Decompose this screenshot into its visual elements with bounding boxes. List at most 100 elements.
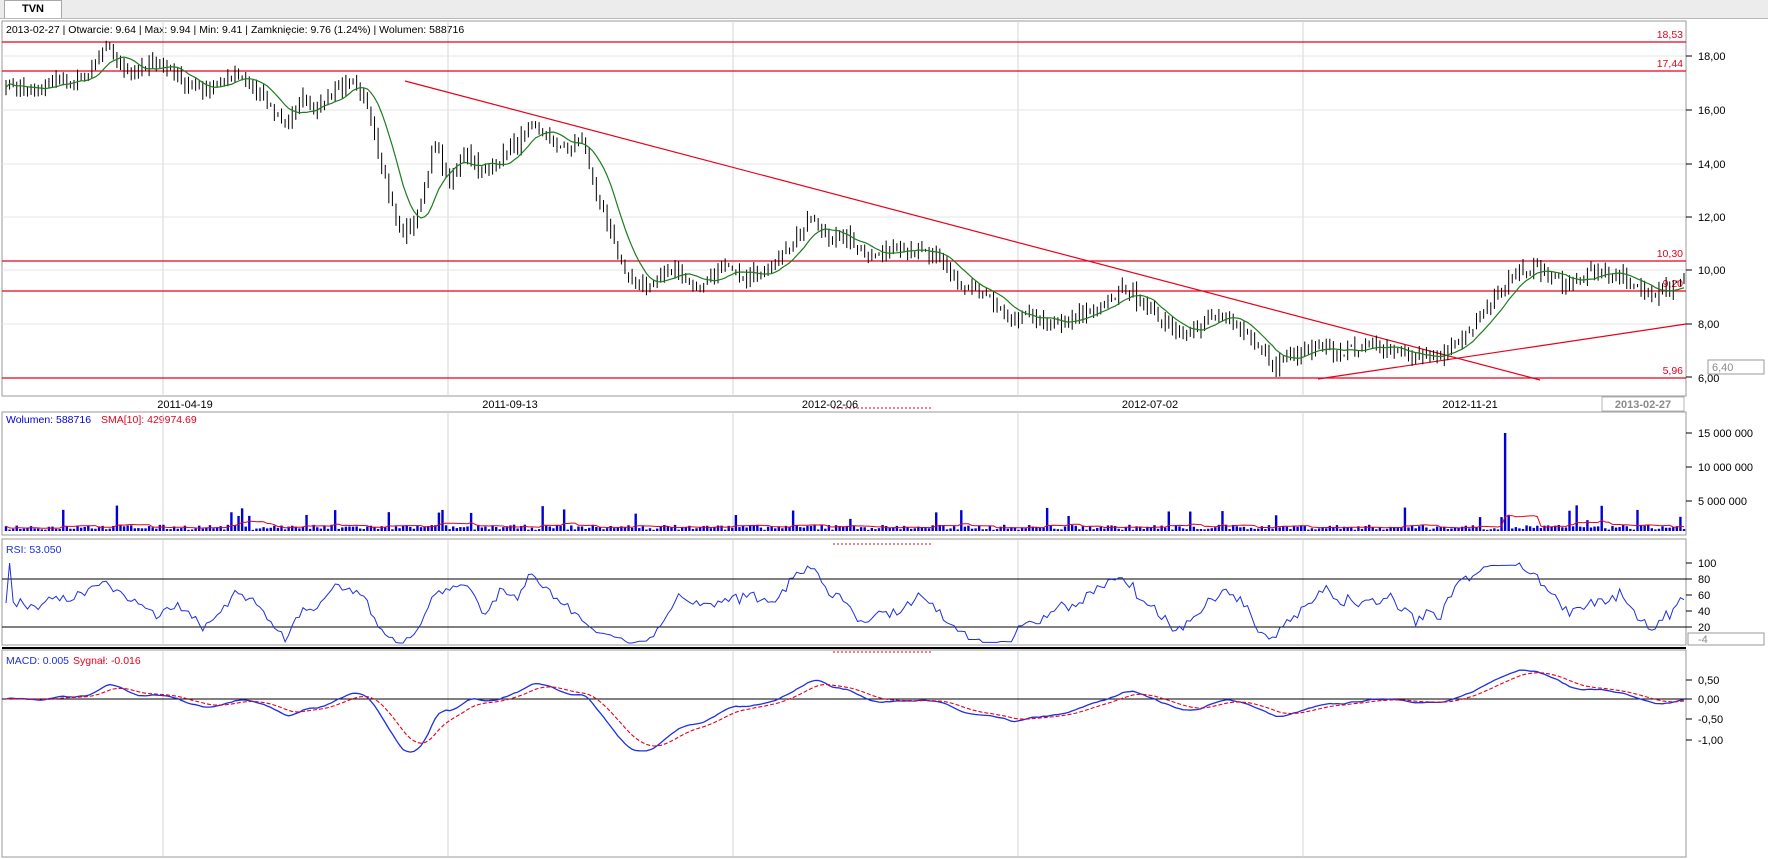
volume-bar <box>795 525 798 531</box>
volume-bar <box>108 528 111 531</box>
volume-bar <box>888 528 891 531</box>
volume-bar <box>4 526 8 531</box>
volume-bar <box>444 525 448 531</box>
volume-sma-label: SMA[10]: 429974.69 <box>101 414 197 426</box>
volume-bar <box>630 527 634 531</box>
volume-bar <box>809 525 813 531</box>
volume-bar <box>230 512 233 531</box>
volume-bar <box>1614 527 1618 531</box>
signal-line <box>5 672 1685 747</box>
volume-bar <box>1117 528 1120 531</box>
volume-bar <box>26 527 29 531</box>
volume-bar <box>1661 526 1664 531</box>
volume-bar <box>240 508 244 531</box>
volume-bar <box>1493 528 1496 531</box>
volume-bar <box>1432 528 1435 531</box>
volume-bar <box>287 526 290 531</box>
cursor-date-label: 2013-02-27 <box>1615 399 1671 411</box>
macd-tick: -0,50 <box>1698 714 1723 726</box>
tab-tvn[interactable]: TVN <box>4 0 62 18</box>
volume-bar <box>1335 525 1339 531</box>
volume-bar <box>1081 525 1085 531</box>
volume-bar <box>1214 527 1217 531</box>
volume-bar <box>956 529 959 531</box>
volume-bars <box>4 433 1686 531</box>
volume-bar <box>1342 526 1346 531</box>
volume-bar <box>1317 528 1321 531</box>
volume-bar <box>781 528 784 531</box>
volume-bar <box>874 529 877 531</box>
rsi-current-label: -4 <box>1698 634 1708 646</box>
volume-bar <box>702 525 705 531</box>
volume-bar <box>1206 528 1210 531</box>
horizontal-levels[interactable] <box>2 41 1686 379</box>
date-tick: 2011-04-19 <box>157 399 212 411</box>
tab-bar: TVN <box>0 0 1768 19</box>
volume-bar <box>1307 529 1310 531</box>
chart-area[interactable]: 2013-02-27 | Otwarcie: 9.64 | Max: 9.94 … <box>0 19 1768 859</box>
date-tick: 2012-07-02 <box>1122 399 1178 411</box>
volume-bar <box>963 526 967 531</box>
volume-bar <box>72 528 76 531</box>
volume-bar <box>827 525 831 531</box>
volume-bar <box>1643 525 1646 531</box>
volume-bar <box>938 524 942 531</box>
volume-bar <box>1675 526 1679 531</box>
volume-bar <box>1414 528 1417 531</box>
volume-bar <box>337 528 340 531</box>
volume-bar <box>573 529 577 531</box>
volume-bar <box>341 527 344 531</box>
volume-bar <box>380 526 383 531</box>
volume-bar <box>11 528 15 531</box>
date-tick: 2011-09-13 <box>482 399 537 411</box>
volume-bar <box>802 527 806 531</box>
level-label: 10,30 <box>1657 248 1683 260</box>
volume-bar <box>598 527 602 531</box>
volume-bar <box>1521 528 1525 531</box>
volume-bar <box>1564 527 1568 531</box>
volume-bar <box>777 526 781 531</box>
volume-bar <box>952 526 956 531</box>
price-sma-line <box>5 56 1685 360</box>
volume-bar <box>1092 529 1095 531</box>
volume-bar <box>226 524 230 531</box>
downtrend-line[interactable] <box>404 80 1541 381</box>
volume-bar <box>37 528 40 531</box>
volume-bar <box>927 528 931 531</box>
volume-bar <box>759 527 763 531</box>
volume-bar <box>215 527 219 531</box>
volume-bar <box>1049 525 1052 531</box>
volume-bar <box>1178 526 1181 531</box>
volume-bar <box>1582 527 1586 531</box>
volume-bar <box>681 527 684 531</box>
volume-bar <box>752 524 755 531</box>
uptrend-line[interactable] <box>1317 323 1687 380</box>
volume-bar <box>1185 529 1188 531</box>
volume-bar <box>845 525 848 531</box>
volume-bar <box>97 526 101 531</box>
trend-lines[interactable] <box>404 80 1687 381</box>
volume-bar <box>348 526 351 531</box>
volume-bar <box>867 529 870 531</box>
volume-bar <box>1088 526 1092 531</box>
volume-bar <box>1389 526 1392 531</box>
volume-bar <box>734 515 738 531</box>
volume-bar <box>884 526 888 531</box>
volume-bar <box>502 527 505 531</box>
volume-bar <box>913 528 916 531</box>
volume-bar <box>1070 525 1074 531</box>
volume-bar <box>1593 526 1596 531</box>
volume-bar <box>899 529 902 531</box>
volume-bar <box>1138 526 1142 531</box>
level-labels: 18,53 17,44 10,30 9,20 5,96 <box>1657 29 1683 377</box>
volume-bar <box>999 526 1002 531</box>
volume-bar <box>1679 516 1682 531</box>
volume-bar <box>1639 524 1643 531</box>
volume-bar <box>1253 528 1256 531</box>
volume-bar <box>1142 528 1145 531</box>
volume-bar <box>1135 526 1138 531</box>
volume-label: Wolumen: 588716 <box>6 414 91 426</box>
date-axis: 2011-04-19 2011-09-13 2012-02-06 2012-07… <box>157 396 1685 412</box>
volume-bar <box>351 526 355 531</box>
volume-bar <box>1382 529 1385 531</box>
